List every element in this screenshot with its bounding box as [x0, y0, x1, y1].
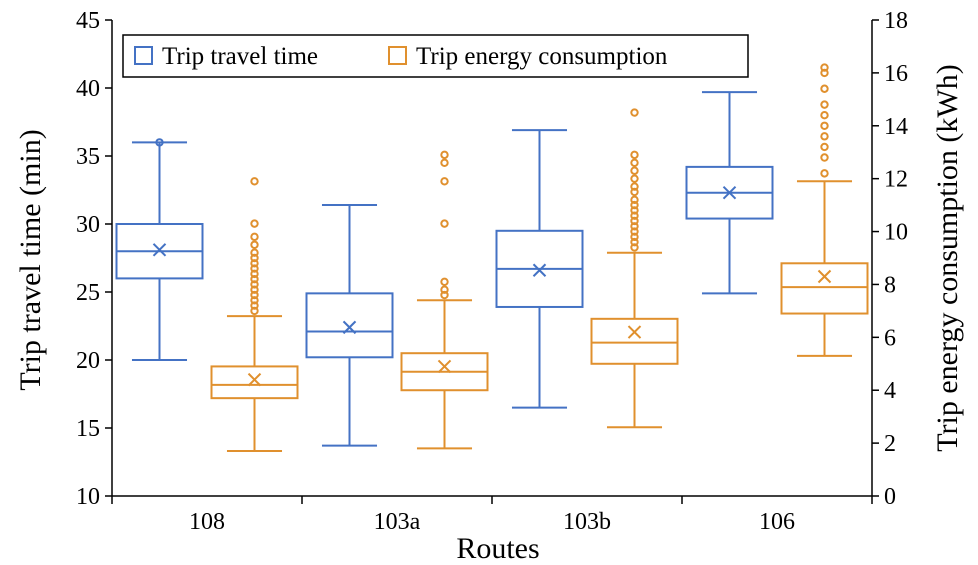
outlier-point: [250, 264, 259, 273]
y-right-tick-label: 18: [884, 8, 908, 34]
outlier-point: [250, 296, 259, 305]
y-right-tick-label: 12: [884, 167, 908, 193]
y-left-tick-label: 15: [76, 416, 100, 442]
x-axis-title: Routes: [456, 532, 539, 565]
outlier-point: [440, 158, 449, 168]
outlier-point: [440, 290, 449, 300]
outlier-point: [820, 169, 829, 178]
outlier-point: [630, 195, 639, 205]
outlier-point: [250, 285, 259, 294]
mean-marker: [437, 359, 452, 374]
mean-marker: [627, 325, 642, 339]
outlier-point: [250, 306, 259, 316]
y-right-tick-label: 16: [884, 61, 908, 87]
y-right-tick-label: 4: [884, 378, 896, 404]
plot-area: 10 15 20 25 30 35 40 45 0 2 4 6 8 10 12 14 16 18 108 103a 10…: [76, 8, 908, 535]
outlier-point: [820, 142, 829, 152]
outlier-point: [820, 84, 829, 93]
y-left-tick-label: 25: [76, 280, 100, 306]
legend: Trip travel time Trip energy consumption: [122, 34, 749, 78]
x-tick-label: 108: [189, 509, 225, 535]
outlier-point: [630, 158, 639, 168]
outlier-point: [820, 63, 829, 72]
outlier-point: [250, 240, 259, 249]
outlier-point: [250, 269, 259, 279]
outlier-point: [250, 274, 259, 284]
mean-marker: [817, 269, 832, 284]
outlier-point: [820, 111, 829, 120]
outlier-point: [820, 121, 829, 130]
outlier-point: [820, 100, 829, 109]
outlier-point: [440, 150, 449, 160]
outlier-point: [630, 227, 639, 236]
y-left-tick-label: 20: [76, 348, 100, 374]
outlier-point: [630, 150, 639, 160]
y-axis-left-title: Trip travel time (min): [14, 129, 47, 390]
box-iqr: [305, 292, 394, 359]
outlier-point: [250, 253, 259, 263]
y-right-tick-label: 14: [884, 114, 908, 140]
outlier-point: [820, 132, 829, 141]
y-right-tick-label: 6: [884, 325, 896, 351]
outlier-point: [440, 219, 449, 228]
outlier-point: [250, 177, 259, 186]
outlier-point: [630, 187, 639, 197]
outlier-point: [250, 259, 259, 268]
y-right-tick-label: 8: [884, 272, 896, 298]
y-right-tick-label: 0: [884, 484, 896, 510]
box-iqr: [210, 365, 299, 400]
x-tick-label: 103b: [563, 509, 611, 535]
outlier-point: [630, 206, 639, 215]
outlier-point: [250, 232, 259, 242]
mean-marker: [247, 372, 262, 387]
outlier-point: [250, 290, 259, 300]
y-axis-right-title: Trip energy consumption (kWh): [931, 64, 964, 451]
y-left-tick-label: 40: [76, 76, 100, 102]
x-tick-label: 103a: [374, 509, 421, 535]
outlier-point: [630, 232, 639, 242]
y-right-tick-label: 2: [884, 431, 896, 457]
box-iqr: [590, 317, 679, 365]
outlier-point: [250, 301, 259, 310]
outlier-point: [250, 280, 259, 289]
mean-marker: [342, 320, 357, 335]
y-left-tick-label: 35: [76, 144, 100, 170]
outlier-point: [630, 243, 639, 252]
outlier-point: [250, 219, 259, 228]
y-right-tick-label: 10: [884, 220, 908, 246]
outlier-point: [250, 248, 259, 257]
outlier-point: [820, 153, 829, 162]
legend-swatch-travel-time: [134, 46, 153, 65]
y-left-tick-label: 10: [76, 484, 100, 510]
box-iqr: [780, 262, 869, 315]
outlier-point: [630, 108, 639, 117]
legend-label-energy: Trip energy consumption: [416, 43, 668, 70]
mean-marker: [722, 186, 737, 200]
outlier-point: [820, 68, 829, 78]
outlier-point: [630, 200, 639, 210]
outlier-point: [630, 216, 639, 226]
x-tick-label: 106: [759, 509, 795, 535]
outlier-point: [155, 138, 164, 147]
outlier-point: [440, 177, 449, 186]
mean-marker: [532, 263, 547, 277]
legend-swatch-energy: [388, 46, 407, 65]
outlier-point: [630, 237, 639, 247]
outlier-point: [630, 174, 639, 183]
outlier-point: [440, 277, 449, 286]
outlier-point: [630, 222, 639, 231]
legend-frame: [122, 34, 749, 78]
outlier-point: [440, 285, 449, 294]
y-left-tick-label: 45: [76, 8, 100, 34]
mean-marker: [152, 243, 167, 257]
y-left-tick-label: 30: [76, 212, 100, 238]
legend-label-travel-time: Trip travel time: [162, 43, 318, 70]
outlier-point: [630, 182, 639, 191]
outlier-point: [630, 211, 639, 220]
outlier-point: [630, 166, 639, 175]
